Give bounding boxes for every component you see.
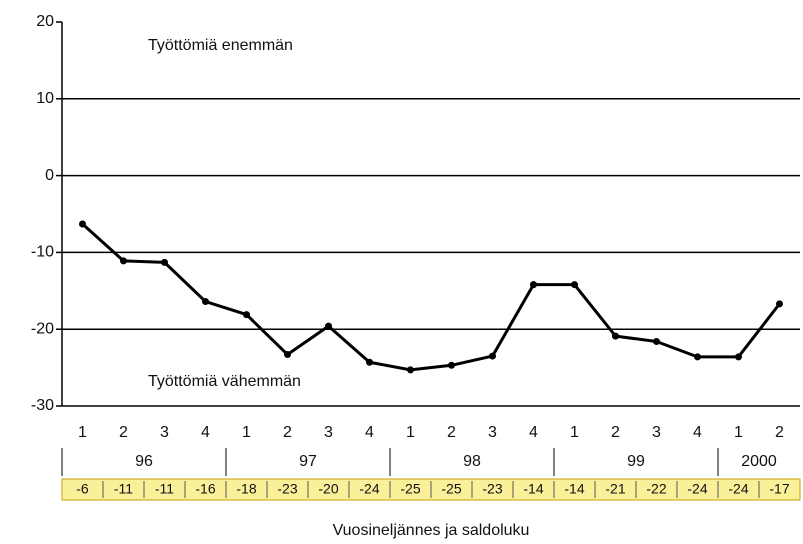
point [366,358,373,366]
point [448,361,455,369]
value-label: -25 [400,481,420,497]
value-label: -16 [195,481,215,497]
x-tick-label: 4 [201,424,210,441]
point [776,300,783,308]
point [161,258,168,266]
group-label: 97 [299,453,317,470]
point [325,322,332,330]
x-tick-label: 3 [324,424,333,441]
x-tick-label: 4 [365,424,374,441]
point [407,366,414,374]
x-tick-label: 2 [775,424,784,441]
x-tick-label: 4 [693,424,702,441]
line [81,222,781,372]
group-label: 2000 [741,453,777,470]
value-label: -11 [114,481,133,497]
y-tick-label: -20 [31,320,54,337]
value-label: -18 [236,481,256,497]
value-label: -11 [155,481,174,497]
x-tick-label: 1 [78,424,87,441]
x-tick-label: 1 [406,424,415,441]
x-tick-label: 2 [283,424,292,441]
annotation: Työttömiä vähemmän [148,373,301,390]
value-label: -23 [482,481,502,497]
x-tick-label: 3 [160,424,169,441]
y-tick-label: 0 [45,167,54,184]
x-tick-label: 2 [611,424,620,441]
x-axis-label: Vuosineljännes ja saldoluku [333,522,530,539]
value-label: -20 [318,481,338,497]
value-label: -24 [687,481,707,497]
point [735,353,742,361]
annotation: Työttömiä enemmän [148,37,293,54]
value-label: -25 [441,481,461,497]
value-label: -22 [646,481,666,497]
value-label: -23 [277,481,297,497]
x-tick-label: 1 [734,424,743,441]
value-label: -6 [76,481,89,497]
x-tick-label: 4 [529,424,538,441]
value-label: -14 [523,481,543,497]
point [653,337,660,345]
group-label: 99 [627,453,645,470]
value-label: -21 [605,481,625,497]
point [694,353,701,361]
point [120,257,127,265]
y-tick-label: 20 [36,13,54,30]
group-label: 96 [135,453,153,470]
value-label: -24 [728,481,748,497]
point [79,220,86,228]
group-label: 98 [463,453,481,470]
value-label: -14 [564,481,584,497]
y-tick-label: -30 [31,397,54,414]
point [489,352,496,360]
x-tick-label: 2 [447,424,456,441]
point [243,311,250,319]
x-tick-label: 1 [570,424,579,441]
point [202,298,209,306]
point [284,351,291,359]
value-label: -24 [359,481,379,497]
y-tick-label: -10 [31,244,54,261]
x-tick-label: 1 [242,424,251,441]
value-label: -17 [769,481,789,497]
point [530,281,537,289]
x-tick-label: 3 [488,424,497,441]
x-tick-label: 2 [119,424,128,441]
point [571,281,578,289]
x-tick-label: 3 [652,424,661,441]
y-tick-label: 10 [36,90,54,107]
point [612,332,619,340]
